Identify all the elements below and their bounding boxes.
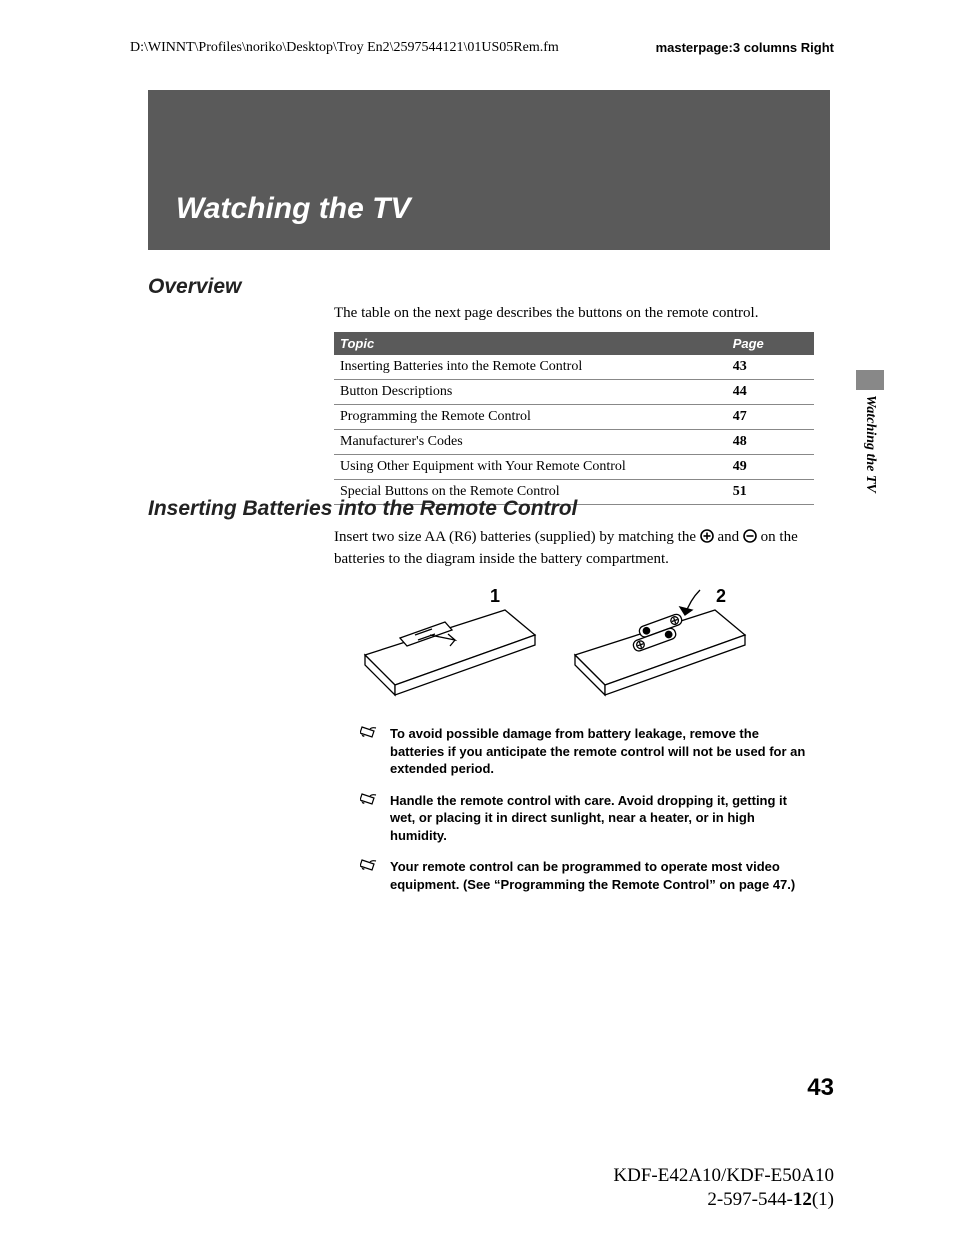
cell-page: 51 (727, 480, 814, 505)
battery-figure: 1 2 (360, 580, 770, 710)
intro-text: The table on the next page describes the… (334, 305, 758, 322)
table-row: Button Descriptions44 (334, 380, 814, 405)
thumb-tab (856, 370, 884, 390)
footer-doc: 2-597-544-12(1) (613, 1188, 834, 1213)
table-header-row: Topic Page (334, 332, 814, 355)
note-icon (360, 725, 380, 778)
footer: KDF-E42A10/KDF-E50A10 2-597-544-12(1) (613, 1164, 834, 1213)
footer-doc-post: (1) (812, 1189, 834, 1210)
table-row: Programming the Remote Control47 (334, 405, 814, 430)
footer-doc-bold: 12 (793, 1189, 812, 1210)
figure-step-2: 2 (716, 586, 726, 607)
note-item: Handle the remote control with care. Avo… (360, 792, 810, 845)
cell-topic: Programming the Remote Control (334, 405, 727, 430)
side-chapter-label: Watching the TV (862, 395, 878, 493)
table-row: Manufacturer's Codes48 (334, 430, 814, 455)
masterpage-label: masterpage:3 columns Right (656, 40, 834, 55)
cell-topic: Button Descriptions (334, 380, 727, 405)
chapter-title: Watching the TV (176, 192, 410, 226)
body-pre: Insert two size AA (R6) batteries (suppl… (334, 529, 700, 545)
note-icon (360, 858, 380, 893)
note-icon (360, 792, 380, 845)
notes-list: To avoid possible damage from battery le… (360, 725, 810, 907)
cell-page: 44 (727, 380, 814, 405)
note-text: To avoid possible damage from battery le… (390, 725, 810, 778)
cell-topic: Inserting Batteries into the Remote Cont… (334, 355, 727, 380)
note-item: Your remote control can be programmed to… (360, 858, 810, 893)
cell-page: 47 (727, 405, 814, 430)
remote-diagram-icon (360, 580, 770, 710)
cell-page: 48 (727, 430, 814, 455)
figure-step-1: 1 (490, 586, 500, 607)
note-text: Handle the remote control with care. Avo… (390, 792, 810, 845)
footer-doc-pre: 2-597-544- (707, 1189, 792, 1210)
table-row: Inserting Batteries into the Remote Cont… (334, 355, 814, 380)
table-row: Using Other Equipment with Your Remote C… (334, 455, 814, 480)
cell-page: 43 (727, 355, 814, 380)
section-overview: Overview (148, 275, 241, 299)
minus-icon (743, 529, 757, 549)
body-mid: and (718, 529, 743, 545)
note-item: To avoid possible damage from battery le… (360, 725, 810, 778)
page-number: 43 (807, 1074, 834, 1102)
body-paragraph: Insert two size AA (R6) batteries (suppl… (334, 527, 814, 570)
cell-page: 49 (727, 455, 814, 480)
file-path: D:\WINNT\Profiles\noriko\Desktop\Troy En… (130, 40, 559, 56)
chapter-title-bar: Watching the TV (148, 90, 830, 250)
col-page: Page (727, 332, 814, 355)
section-inserting: Inserting Batteries into the Remote Cont… (148, 497, 577, 521)
note-text: Your remote control can be programmed to… (390, 858, 810, 893)
cell-topic: Using Other Equipment with Your Remote C… (334, 455, 727, 480)
page: D:\WINNT\Profiles\noriko\Desktop\Troy En… (0, 0, 954, 1235)
topic-table: Topic Page Inserting Batteries into the … (334, 332, 814, 505)
col-topic: Topic (334, 332, 727, 355)
cell-topic: Manufacturer's Codes (334, 430, 727, 455)
plus-icon (700, 529, 714, 549)
footer-model: KDF-E42A10/KDF-E50A10 (613, 1164, 834, 1189)
